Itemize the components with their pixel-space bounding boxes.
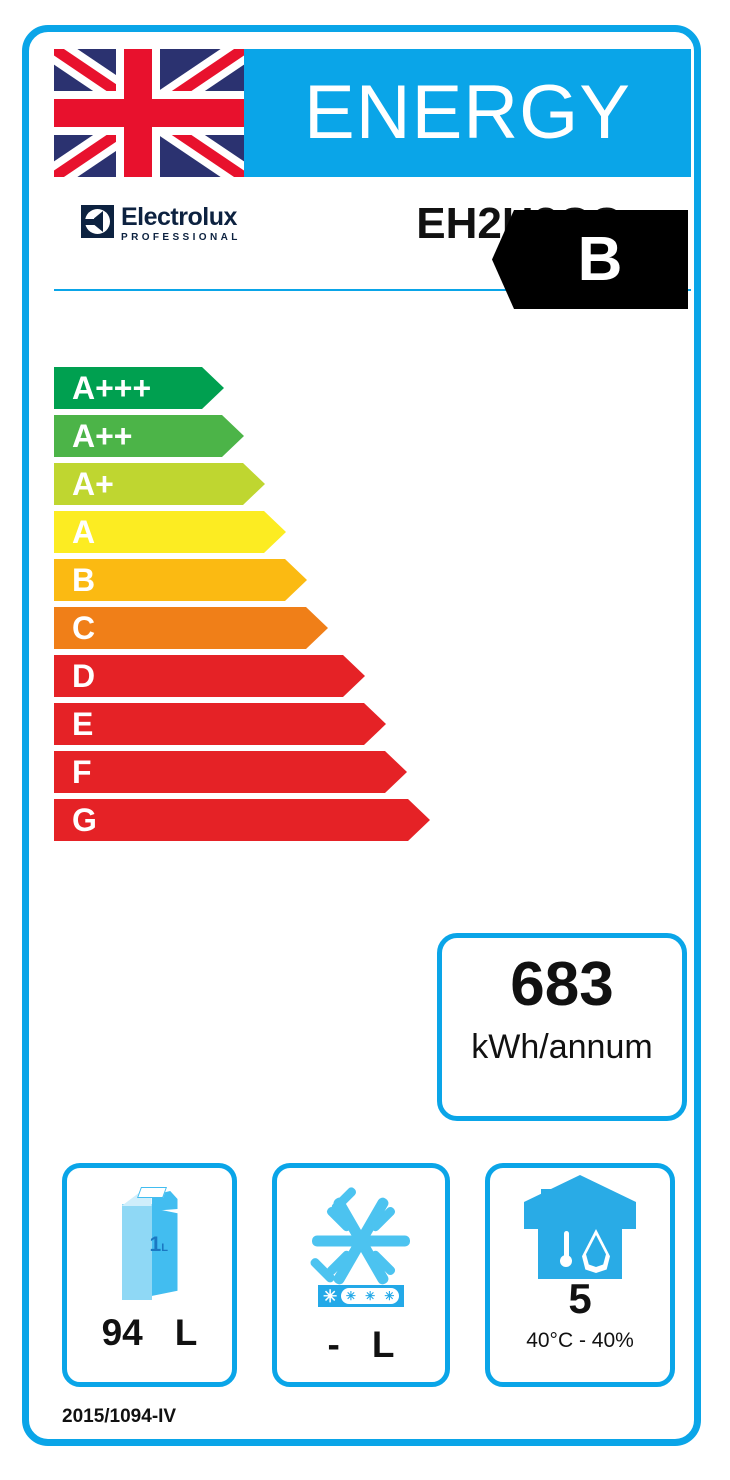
class-label: A+	[72, 466, 114, 502]
class-label: C	[72, 610, 96, 646]
star-icon: ✳	[365, 1289, 376, 1303]
house-climate-icon	[524, 1175, 636, 1279]
climate-icon-area	[490, 1168, 670, 1286]
fridge-icon-area: 1L	[67, 1168, 232, 1314]
freezer-capacity-box: ✳ ✳ ✳ ✳ - L	[272, 1163, 450, 1387]
fridge-capacity-value: 94	[101, 1312, 143, 1353]
class-bar-a2: A++	[54, 415, 244, 457]
class-bar-c: C	[54, 607, 328, 649]
thermometer-icon	[560, 1231, 572, 1273]
carton-label-number: 1	[149, 1233, 162, 1256]
class-label: B	[72, 562, 96, 598]
class-label: A+++	[72, 370, 152, 406]
class-label: A	[72, 514, 96, 550]
fridge-value-row: 94 L	[67, 1314, 232, 1351]
star-single: ✳	[323, 1286, 338, 1306]
climate-conditions: 40°C - 40%	[526, 1329, 634, 1352]
uk-flag-icon	[54, 49, 244, 177]
brand-name: Electrolux	[121, 203, 237, 231]
label-header: ENERGY	[54, 49, 691, 177]
rating-arrow: B	[492, 210, 688, 309]
annual-consumption-box: 683 kWh/annum	[437, 933, 687, 1121]
brand-subtitle: PROFESSIONAL	[121, 232, 241, 243]
class-bar-d: D	[54, 655, 365, 697]
rating-letter: B	[577, 224, 623, 294]
class-bar-e: E	[54, 703, 386, 745]
electrolux-e-mark-icon	[81, 205, 114, 238]
class-label: F	[72, 754, 92, 790]
class-label: A++	[72, 418, 133, 454]
fridge-capacity-unit: L	[174, 1312, 198, 1353]
freezer-icon-area: ✳ ✳ ✳ ✳	[277, 1168, 445, 1314]
energy-label-frame: ENERGY Electrolux PROFESSIONAL EH2H3CC A…	[22, 25, 701, 1446]
climate-class-value: 5	[568, 1275, 592, 1322]
class-bar-a1: A+	[54, 463, 265, 505]
star-icon: ✳	[345, 1289, 356, 1303]
snowflake-icon: ✳ ✳ ✳ ✳	[308, 1185, 413, 1307]
energy-class-scale: A+++ A++ A+ A B C D E F G	[54, 367, 474, 847]
freezer-star-badge: ✳ ✳ ✳ ✳	[318, 1285, 404, 1307]
fridge-capacity-box: 1L 94 L	[62, 1163, 237, 1387]
consumption-value: 683	[510, 950, 614, 1019]
freezer-value-row: - L	[277, 1326, 445, 1363]
regulation-reference: 2015/1094-IV	[62, 1406, 177, 1427]
consumption-unit: kWh/annum	[471, 1028, 653, 1066]
class-label: E	[72, 706, 94, 742]
energy-banner: ENERGY	[244, 49, 691, 177]
header-divider	[54, 289, 691, 291]
class-label: G	[72, 802, 97, 838]
class-bar-b: B	[54, 559, 307, 601]
class-bar-g: G	[54, 799, 430, 841]
freezer-capacity-value: -	[327, 1324, 340, 1365]
carton-label-unit: L	[161, 1242, 168, 1254]
class-bar-a3: A+++	[54, 367, 224, 409]
freezer-capacity-unit: L	[371, 1324, 395, 1365]
climate-class-box: 5 40°C - 40%	[485, 1163, 675, 1387]
energy-title: ENERGY	[304, 70, 631, 155]
milk-carton-icon: 1L	[121, 1182, 178, 1300]
class-bar-a: A	[54, 511, 286, 553]
electrolux-logo: Electrolux PROFESSIONAL	[81, 205, 241, 243]
star-triple-group: ✳ ✳ ✳	[341, 1288, 399, 1304]
class-label: D	[72, 658, 96, 694]
star-icon: ✳	[384, 1289, 395, 1303]
class-bar-f: F	[54, 751, 407, 793]
